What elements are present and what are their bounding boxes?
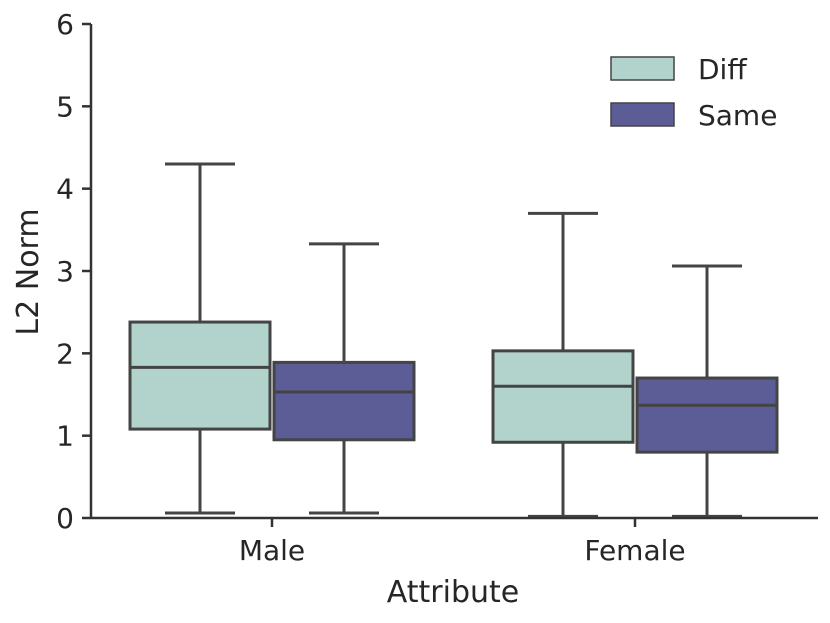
legend-swatch-diff xyxy=(610,56,675,81)
y-axis: 0 1 2 3 4 5 6 xyxy=(56,8,91,535)
iqr-box xyxy=(635,376,779,454)
iqr-box xyxy=(491,349,635,444)
plot-area xyxy=(128,162,779,518)
legend-label-diff: Diff xyxy=(698,53,747,86)
legend-label-same: Same xyxy=(698,99,777,132)
y-tick-label: 1 xyxy=(56,420,74,453)
legend-swatch-same xyxy=(610,102,675,127)
y-tick-label: 0 xyxy=(56,502,74,535)
box-same-male xyxy=(272,242,416,515)
y-tick-label: 6 xyxy=(56,8,74,41)
box-diff-male xyxy=(128,162,272,515)
iqr-box xyxy=(272,360,416,442)
iqr-box xyxy=(128,320,272,431)
y-axis-title: L2 Norm xyxy=(11,208,46,335)
y-tick-label: 3 xyxy=(56,255,74,288)
x-axis: Male Female xyxy=(239,518,686,567)
y-tick-label: 4 xyxy=(56,173,74,206)
y-tick-label: 5 xyxy=(56,90,74,123)
x-axis-title: Attribute xyxy=(387,575,519,610)
x-tick-label-female: Female xyxy=(584,534,685,567)
box-same-female xyxy=(635,264,779,518)
x-tick-label-male: Male xyxy=(239,534,305,567)
box-diff-female xyxy=(491,211,635,518)
legend: Diff Same xyxy=(610,53,777,132)
y-tick-label: 2 xyxy=(56,337,74,370)
